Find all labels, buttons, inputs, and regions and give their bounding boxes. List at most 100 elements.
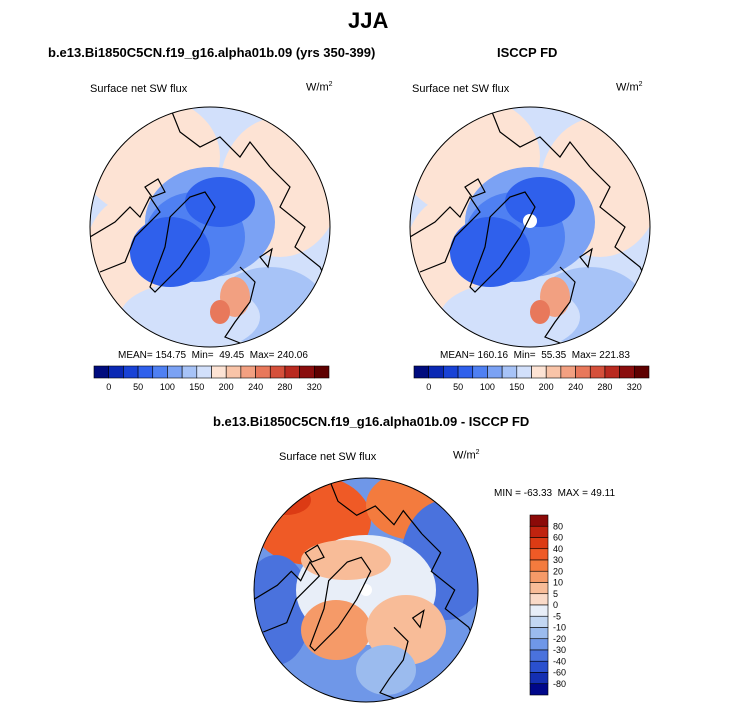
colorbar-swatch: [529, 604, 549, 617]
diff-map: [254, 478, 478, 702]
scandinavia-coast: [224, 266, 256, 346]
alaska-coast: [489, 107, 591, 168]
colorbar-swatch: [529, 615, 549, 628]
obs-units-label: W/m2: [616, 81, 643, 94]
arctic-archipelago-coast: [304, 544, 325, 563]
colorbar-swatch: [123, 365, 139, 379]
colorbar-swatch: [529, 593, 549, 606]
siberia-coast: [269, 166, 330, 288]
colorbar-swatch: [457, 365, 474, 379]
colorbar-swatch: [314, 365, 330, 379]
greenland-coast: [469, 191, 536, 293]
scandinavia-high: [530, 300, 550, 324]
obs-panel-title: ISCCP FD: [497, 45, 558, 60]
colorbar-tick-label: 280: [597, 382, 612, 392]
colorbar-swatch: [255, 365, 271, 379]
colorbar-tick-label: 60: [553, 533, 563, 543]
colorbar-swatch: [634, 365, 650, 379]
colorbar-swatch: [529, 582, 549, 595]
colorbar-tick-label: 100: [160, 382, 175, 392]
obs-variable-label: Surface net SW flux: [412, 83, 510, 95]
siberia-coast: [421, 533, 478, 647]
central-arctic: [505, 177, 575, 227]
colorbar-swatch: [137, 365, 154, 379]
colorbar-tick-label: 30: [553, 555, 563, 565]
colorbar-swatch: [211, 365, 227, 379]
colorbar-tick-label: 80: [553, 521, 563, 531]
colorbar-swatch: [501, 365, 518, 379]
diff-stats: MIN = -63.33 MAX = 49.11: [494, 488, 616, 499]
obs-stats: MEAN= 160.16 Min= 55.35 Max= 221.83: [440, 350, 630, 361]
colorbar-swatch: [529, 525, 549, 538]
colorbar-tick-label: 200: [539, 382, 554, 392]
colorbar-tick-label: 280: [277, 382, 292, 392]
obs-map: [410, 107, 650, 347]
svalbard-coast: [411, 609, 425, 629]
colorbar-swatch: [529, 559, 549, 572]
colorbar-swatch: [240, 365, 256, 379]
colorbar-swatch: [604, 365, 620, 379]
colorbar-swatch: [443, 365, 459, 379]
colorbar-tick-label: 320: [627, 382, 642, 392]
colorbar-tick-label: -20: [553, 634, 566, 644]
colorbar-swatch: [545, 365, 562, 379]
colorbar-swatch: [167, 365, 183, 379]
colorbar-swatch: [225, 365, 242, 379]
scandinavia-coast: [544, 266, 576, 346]
colorbar-tick-label: -5: [553, 611, 561, 621]
colorbar-tick-label: 0: [553, 600, 558, 610]
greenland-core: [130, 217, 210, 287]
colorbar-swatch: [413, 365, 429, 379]
colorbar-swatch: [108, 365, 124, 379]
siberia-coast: [589, 166, 650, 288]
colorbar-tick-label: -40: [553, 656, 566, 666]
colorbar-tick-label: 200: [219, 382, 234, 392]
greenland-coast: [149, 191, 216, 293]
svalbard-coast: [579, 247, 593, 269]
colorbar-swatch: [529, 514, 549, 527]
colorbar-swatch: [299, 365, 315, 379]
scandinavia-coast: [379, 626, 409, 701]
alaska-coast: [328, 478, 423, 535]
colorbar-swatch: [516, 365, 532, 379]
colorbar-tick-label: 150: [509, 382, 524, 392]
scandinavia-high: [210, 300, 230, 324]
colorbar-tick-label: 40: [553, 544, 563, 554]
model-colorbar: 0 50 100 150 200 240 280 320: [93, 365, 330, 392]
colorbar-tick-label: 240: [248, 382, 263, 392]
model-variable-label: Surface net SW flux: [90, 83, 188, 95]
greenland-coast: [309, 556, 372, 652]
model-map: [90, 107, 330, 347]
colorbar-swatch: [529, 570, 549, 583]
colorbar-tick-label: -10: [553, 623, 566, 633]
model-panel-title: b.e13.Bi1850C5CN.f19_g16.alpha01b.09 (yr…: [48, 45, 376, 60]
colorbar-tick-label: 50: [133, 382, 143, 392]
diff-variable-label: Surface net SW flux: [279, 451, 377, 463]
colorbar-tick-label: -30: [553, 645, 566, 655]
colorbar-swatch: [529, 627, 549, 640]
colorbar-tick-label: -80: [553, 679, 566, 689]
colorbar-swatch: [529, 537, 549, 550]
arctic-archipelago-coast: [144, 178, 166, 198]
arctic-archipelago-coast: [464, 178, 486, 198]
colorbar-tick-label: 10: [553, 578, 563, 588]
canada-coast: [90, 195, 161, 273]
diff-panel-title: b.e13.Bi1850C5CN.f19_g16.alpha01b.09 - I…: [213, 414, 530, 429]
central-arctic: [185, 177, 255, 227]
canada-coast: [410, 195, 481, 273]
model-map-border: [89, 106, 331, 348]
colorbar-swatch: [472, 365, 488, 379]
figure-title: JJA: [348, 8, 389, 33]
diff-cool-region: [356, 645, 416, 695]
colorbar-tick-label: 0: [106, 382, 111, 392]
diff-units-label: W/m2: [453, 449, 480, 462]
colorbar-tick-label: 150: [189, 382, 204, 392]
colorbar-swatch: [152, 365, 168, 379]
colorbar-swatch: [560, 365, 576, 379]
alaska-coast: [169, 107, 271, 168]
colorbar-tick-label: 20: [553, 566, 563, 576]
colorbar-swatch: [589, 365, 606, 379]
diff-map-border: [253, 477, 479, 703]
colorbar-swatch: [529, 649, 549, 662]
